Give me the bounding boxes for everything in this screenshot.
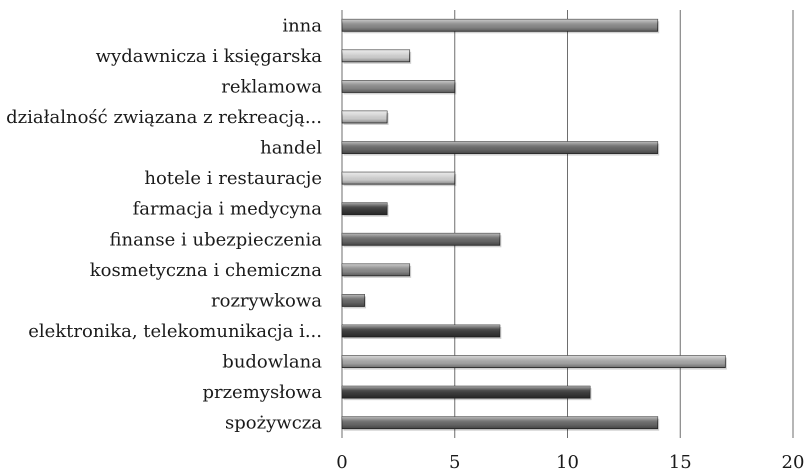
bar-highlight [342, 355, 726, 368]
x-tick-label: 5 [449, 452, 460, 473]
category-label: kosmetyczna i chemiczna [90, 260, 323, 281]
category-label: budowlana [222, 352, 322, 373]
category-label: rozrywkowa [211, 290, 322, 311]
bar-highlight [342, 294, 365, 307]
bar-highlight [342, 202, 388, 215]
gridlines [341, 10, 794, 438]
category-label: finanse i ubezpieczenia [110, 229, 323, 250]
category-label: spożywcza [225, 413, 322, 434]
bar-highlight [342, 172, 455, 185]
category-label: hotele i restauracje [144, 168, 322, 189]
x-tick-label: 20 [782, 452, 805, 473]
x-tick-label: 0 [336, 452, 347, 473]
x-tick-label: 15 [669, 452, 692, 473]
bars [341, 18, 727, 431]
bar-highlight [342, 111, 388, 123]
category-labels: inna wydawnicza i księgarska reklamowa dzia… [6, 15, 322, 433]
bar-highlight [342, 49, 410, 62]
category-label: inna [282, 15, 322, 36]
bar-highlight [342, 263, 410, 276]
x-tick-label: 10 [556, 452, 579, 473]
category-label: elektronika, telekomunikacja i... [28, 321, 322, 342]
bar-highlight [342, 141, 658, 154]
bar-highlight [342, 325, 500, 337]
category-label: wydawnicza i księgarska [96, 46, 323, 67]
category-label: przemysłowa [202, 382, 322, 403]
category-label: farmacja i medycyna [133, 199, 323, 220]
bar-highlight [342, 416, 658, 429]
x-axis-ticks: 0 5 10 15 20 [336, 452, 804, 473]
bar-highlight [342, 80, 455, 93]
bar-highlight [342, 19, 658, 32]
bar-highlight [342, 386, 591, 399]
category-label: handel [260, 138, 322, 159]
bar-highlight [342, 233, 500, 246]
category-label: reklamowa [221, 76, 322, 97]
category-label: działalność związana z rekreacją... [6, 107, 322, 128]
